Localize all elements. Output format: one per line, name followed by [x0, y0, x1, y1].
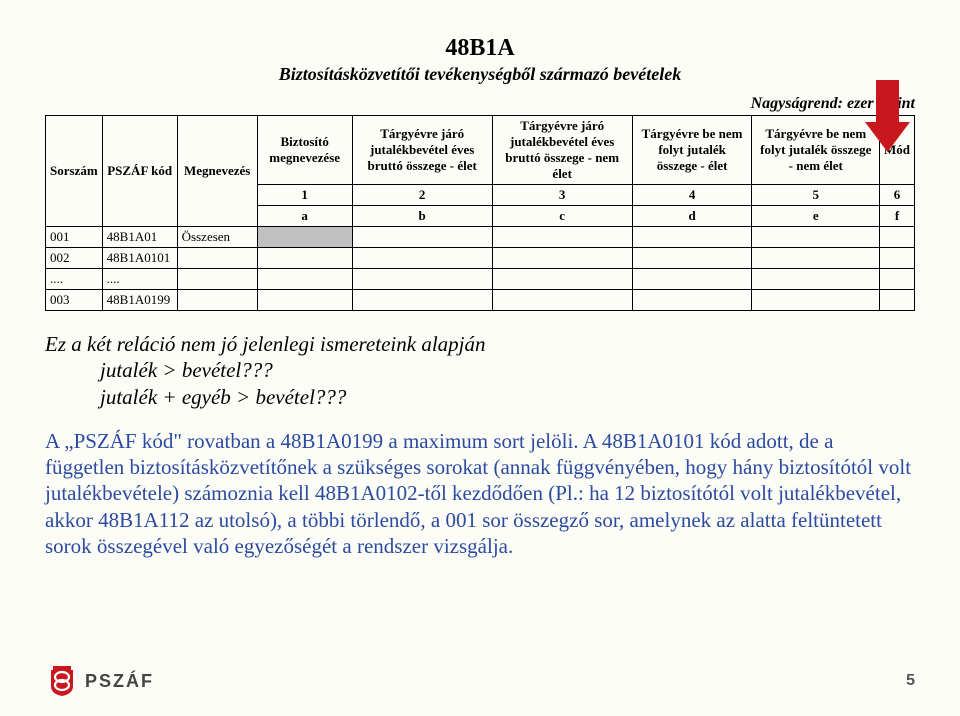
cell	[752, 269, 880, 290]
cell-megnev: Összesen	[177, 227, 257, 248]
cell	[632, 248, 752, 269]
let-e: e	[752, 206, 880, 227]
cell	[352, 269, 492, 290]
data-table: Sorszám PSZÁF kód Megnevezés Biztosító m…	[45, 115, 915, 311]
let-d: d	[632, 206, 752, 227]
header-col2: Tárgyévre járó jutalékbevétel éves brutt…	[492, 116, 632, 185]
cell	[257, 248, 352, 269]
num-2: 2	[352, 185, 492, 206]
cell-megnev	[177, 248, 257, 269]
commentary-line3: jutalék + egyéb > bevétel???	[100, 384, 915, 410]
cell	[257, 269, 352, 290]
num-3: 3	[492, 185, 632, 206]
table-row: 003 48B1A0199	[46, 290, 915, 311]
cell	[257, 290, 352, 311]
cell	[880, 269, 915, 290]
cell	[492, 269, 632, 290]
cell	[632, 227, 752, 248]
cell-pszaf: ....	[102, 269, 177, 290]
cell-pszaf: 48B1A0199	[102, 290, 177, 311]
cell	[752, 290, 880, 311]
let-c: c	[492, 206, 632, 227]
commentary-paragraph: A „PSZÁF kód" rovatban a 48B1A0199 a max…	[45, 428, 915, 559]
unit-note: Nagyságrend: ezer forint	[45, 95, 915, 113]
num-4: 4	[632, 185, 752, 206]
cell-sorszam: 001	[46, 227, 103, 248]
header-row-1: Sorszám PSZÁF kód Megnevezés Biztosító m…	[46, 116, 915, 185]
footer-logo: PSZÁF	[45, 664, 154, 698]
cell-megnev	[177, 290, 257, 311]
cell	[352, 248, 492, 269]
cell	[352, 290, 492, 311]
cell-sorszam: 002	[46, 248, 103, 269]
commentary-line2: jutalék > bevétel???	[100, 357, 915, 383]
header-megnevezes: Megnevezés	[177, 116, 257, 227]
cell-megnev	[177, 269, 257, 290]
let-a: a	[257, 206, 352, 227]
cell	[492, 290, 632, 311]
cell	[492, 248, 632, 269]
title-subtitle: Biztosításközvetítői tevékenységből szár…	[45, 64, 915, 85]
cell	[752, 248, 880, 269]
cell-gray	[257, 227, 352, 248]
table-row: 001 48B1A01 Összesen	[46, 227, 915, 248]
cell	[632, 269, 752, 290]
cell-sorszam: 003	[46, 290, 103, 311]
num-6: 6	[880, 185, 915, 206]
cell	[492, 227, 632, 248]
footer-brand: PSZÁF	[85, 671, 154, 692]
footer: PSZÁF 5	[45, 664, 915, 698]
cell	[880, 248, 915, 269]
commentary-line1: Ez a két reláció nem jó jelenlegi ismere…	[45, 331, 915, 357]
header-col3: Tárgyévre be nem folyt jutalék összege -…	[632, 116, 752, 185]
cell	[752, 227, 880, 248]
header-pszaf: PSZÁF kód	[102, 116, 177, 227]
header-biztosito: Biztosító megnevezése	[257, 116, 352, 185]
cell	[880, 227, 915, 248]
cell-sorszam: ....	[46, 269, 103, 290]
num-5: 5	[752, 185, 880, 206]
cell-pszaf: 48B1A0101	[102, 248, 177, 269]
table-row: 002 48B1A0101	[46, 248, 915, 269]
cell	[352, 227, 492, 248]
num-1: 1	[257, 185, 352, 206]
let-b: b	[352, 206, 492, 227]
cell	[880, 290, 915, 311]
commentary-block: Ez a két reláció nem jó jelenlegi ismere…	[45, 331, 915, 559]
cell	[632, 290, 752, 311]
cell-pszaf: 48B1A01	[102, 227, 177, 248]
page-number: 5	[906, 672, 915, 690]
let-f: f	[880, 206, 915, 227]
title-main: 48B1A	[45, 35, 915, 62]
table-row: .... ....	[46, 269, 915, 290]
shield-logo-icon	[45, 664, 79, 698]
header-sorszam: Sorszám	[46, 116, 103, 227]
title-block: 48B1A Biztosításközvetítői tevékenységbő…	[45, 35, 915, 85]
header-col1: Tárgyévre járó jutalékbevétel éves brutt…	[352, 116, 492, 185]
arrow-down-icon	[860, 80, 915, 160]
